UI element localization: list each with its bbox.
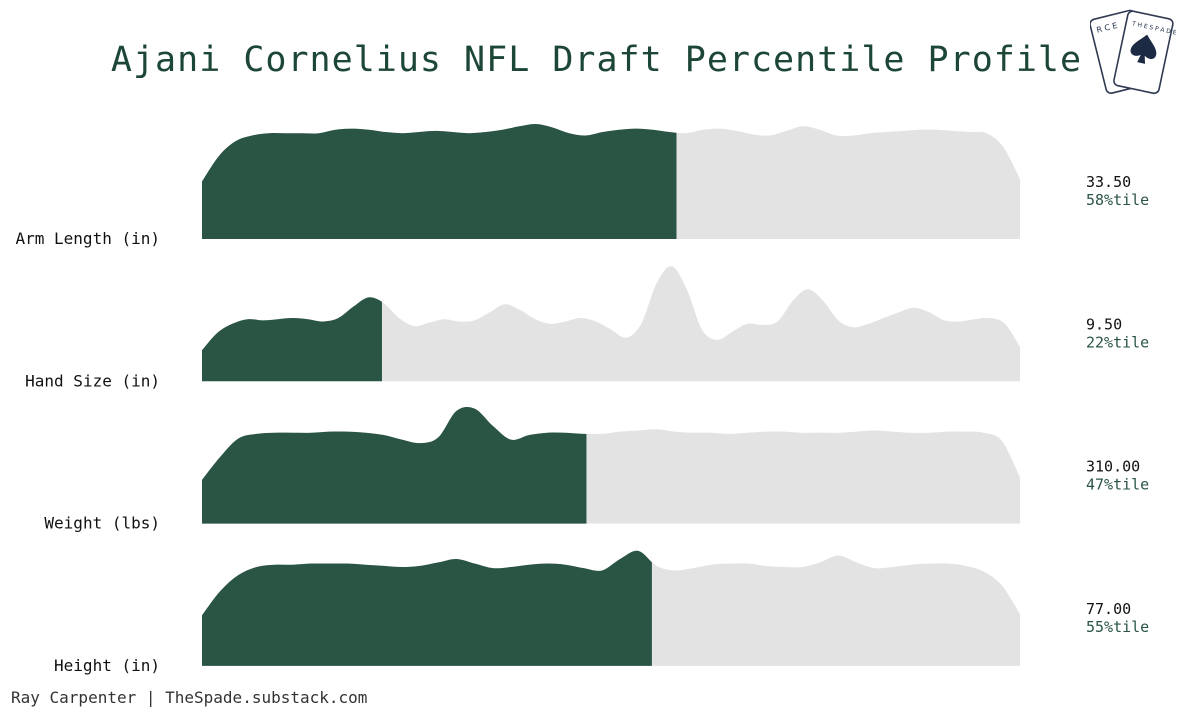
metric-percentile: 22%tile: [1086, 333, 1149, 351]
metric-percentile: 55%tile: [1086, 618, 1149, 636]
metric-value: 310.00: [1086, 458, 1140, 476]
metric-percentile: 58%tile: [1086, 191, 1149, 209]
page-title: Ajani Cornelius NFL Draft Percentile Pro…: [110, 40, 1083, 80]
metric-label: Height (in): [54, 656, 160, 675]
footer-credit: Ray Carpenter | TheSpade.substack.com: [11, 688, 368, 707]
density-background: [202, 266, 1020, 382]
percentile-fill: [202, 123, 677, 239]
metric-percentile: 47%tile: [1086, 476, 1149, 494]
metric-value: 9.50: [1086, 315, 1122, 333]
percentile-fill: [202, 297, 382, 382]
metric-label: Weight (lbs): [44, 514, 160, 533]
percentile-fill: [202, 406, 587, 524]
spade-card-icon: R C E T H E S P A D E: [1090, 9, 1176, 95]
percentile-fill: [202, 550, 652, 666]
metric-label: Hand Size (in): [25, 371, 160, 390]
metric-value: 77.00: [1086, 600, 1131, 618]
metric-value: 33.50: [1086, 173, 1131, 191]
metric-label: Arm Length (in): [16, 229, 161, 248]
